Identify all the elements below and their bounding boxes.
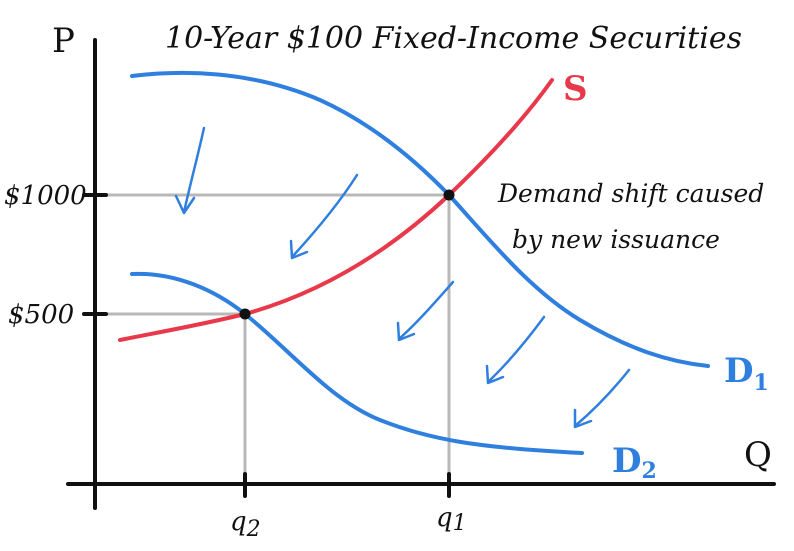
price-label-high: $1000	[4, 181, 87, 211]
x-axis-label: Q	[744, 435, 772, 475]
supply-curve-label: S	[563, 69, 588, 109]
supply-curve	[118, 78, 554, 342]
guide-lines	[95, 193, 451, 484]
equilibrium-point-1	[443, 189, 455, 201]
quantity-label-q2: q2	[230, 507, 261, 542]
price-label-low: $500	[8, 300, 74, 330]
axes: P Q	[52, 21, 776, 510]
demand-curve-d2-label: D2	[612, 441, 657, 484]
shift-arrow	[485, 315, 546, 385]
quantity-label-q1: q1	[436, 503, 467, 536]
annotation-line-1: Demand shift caused	[497, 179, 764, 208]
annotation-line-2: by new issuance	[512, 225, 720, 254]
demand-shift-arrows	[174, 126, 631, 429]
diagram-title: 10-Year $100 Fixed-Income Securities	[165, 21, 742, 56]
y-axis-label: P	[52, 21, 75, 61]
equilibrium-point-2	[239, 308, 251, 320]
shift-arrow	[289, 173, 359, 260]
demand-curve-d1-label: D1	[724, 351, 769, 396]
demand-curve-d2	[130, 271, 584, 455]
shift-arrow	[174, 126, 206, 215]
axis-ticks	[82, 193, 451, 498]
shift-arrow	[573, 368, 631, 429]
shift-arrow	[396, 280, 455, 342]
